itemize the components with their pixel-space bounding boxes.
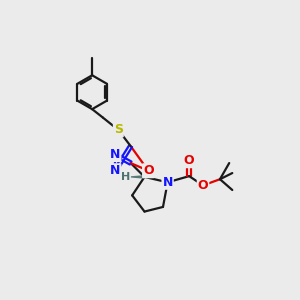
Text: N: N	[110, 164, 120, 177]
Polygon shape	[131, 176, 145, 178]
Text: O: O	[184, 154, 194, 167]
Text: S: S	[114, 123, 123, 136]
Text: N: N	[110, 148, 120, 161]
Text: N: N	[162, 176, 173, 189]
Text: O: O	[198, 179, 208, 192]
Text: H: H	[121, 172, 130, 182]
Text: O: O	[143, 164, 154, 177]
